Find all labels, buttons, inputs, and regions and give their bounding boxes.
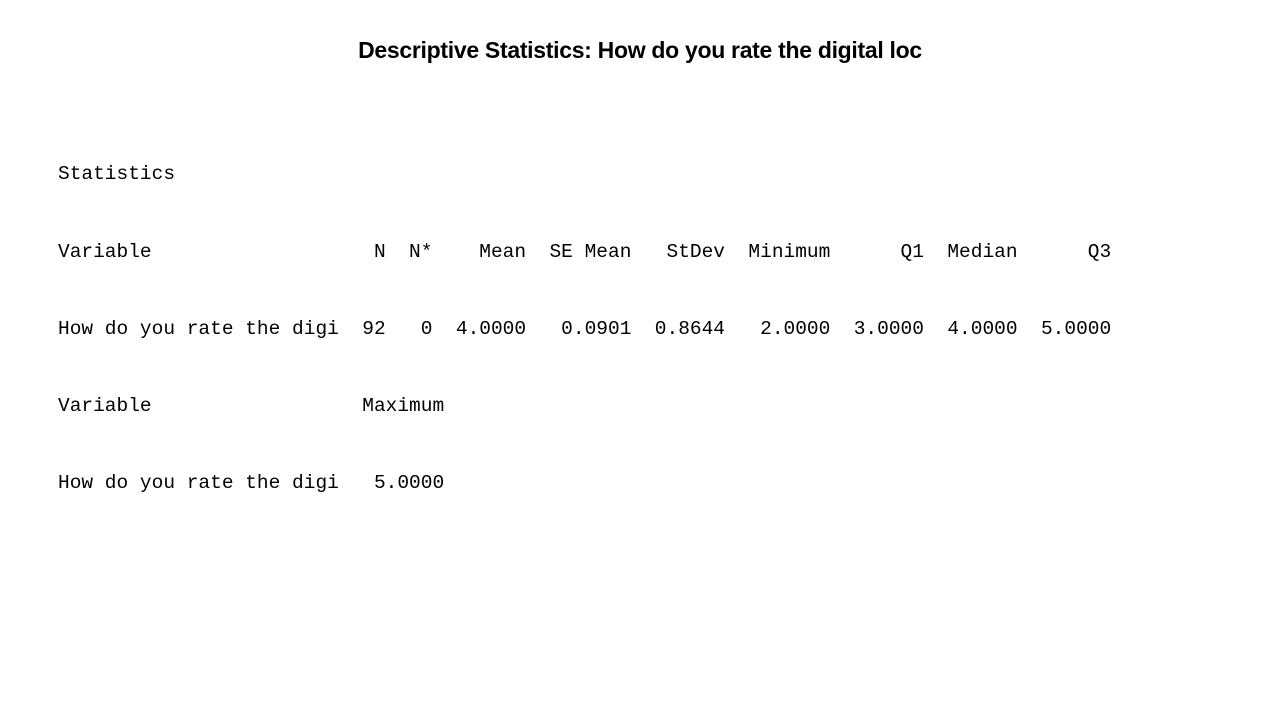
table-data-row-maximum: How do you rate the digi 5.0000	[58, 471, 445, 494]
table-data-row: How do you rate the digi 92 0 4.0000 0.0…	[58, 317, 1112, 340]
slide-title: Descriptive Statistics: How do you rate …	[358, 37, 922, 63]
table-header-row: Variable N N* Mean SE Mean StDev Minimum…	[58, 240, 1112, 263]
statistics-output: Statistics Variable N N* Mean SE Mean St…	[58, 111, 1111, 522]
section-label: Statistics	[58, 163, 176, 186]
table-header-row-maximum: Variable Maximum	[58, 394, 445, 417]
